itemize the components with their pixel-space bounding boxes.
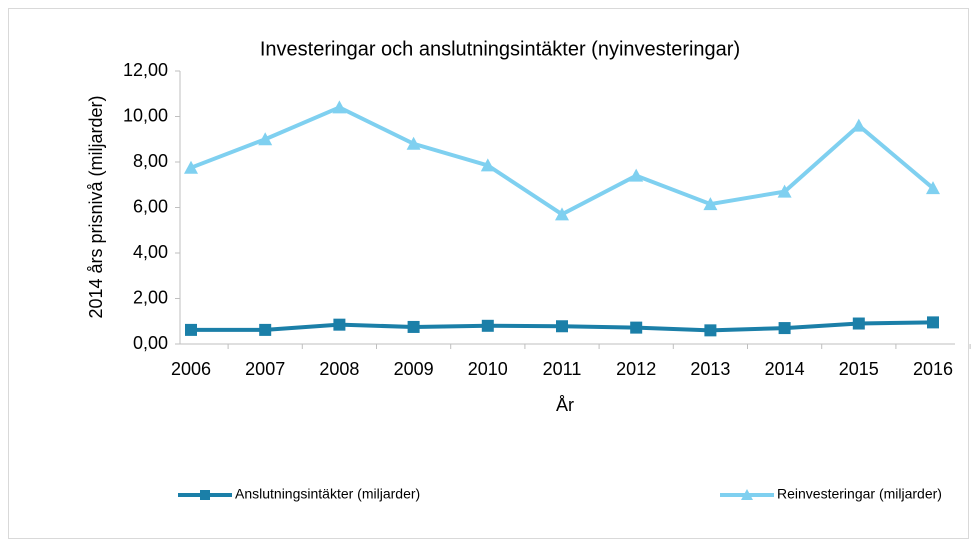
marker bbox=[407, 320, 420, 333]
marker bbox=[333, 318, 346, 331]
marker bbox=[480, 158, 495, 172]
marker bbox=[406, 136, 421, 150]
chart-title: Investeringar och anslutningsintäkter (n… bbox=[260, 38, 740, 60]
x-tick-label: 2009 bbox=[394, 359, 434, 379]
x-tick-label: 2007 bbox=[245, 359, 285, 379]
x-tick-label: 2013 bbox=[690, 359, 730, 379]
marker bbox=[259, 323, 272, 336]
marker bbox=[741, 489, 753, 500]
x-tick-label: 2014 bbox=[765, 359, 805, 379]
marker bbox=[704, 324, 717, 337]
marker bbox=[778, 322, 791, 335]
x-tick-label: 2016 bbox=[913, 359, 953, 379]
y-tick-label: 10,00 bbox=[123, 105, 168, 125]
y-tick-label: 6,00 bbox=[133, 196, 168, 216]
marker bbox=[258, 132, 273, 146]
marker bbox=[926, 181, 940, 195]
marker bbox=[200, 490, 210, 500]
marker bbox=[703, 197, 718, 211]
x-tick-label: 2006 bbox=[171, 359, 211, 379]
marker bbox=[630, 321, 643, 334]
y-axis-label: 2014 års prisnivå (miljarder) bbox=[86, 95, 106, 318]
legend-label: Anslutningsintäkter (miljarder) bbox=[235, 486, 420, 502]
marker bbox=[629, 168, 644, 182]
marker bbox=[852, 317, 865, 330]
marker bbox=[851, 118, 866, 132]
x-tick-label: 2011 bbox=[543, 359, 582, 379]
marker bbox=[927, 316, 939, 329]
y-tick-label: 12,00 bbox=[123, 60, 168, 80]
marker bbox=[555, 207, 569, 221]
x-tick-label: 2015 bbox=[839, 359, 879, 379]
x-tick-label: 2010 bbox=[468, 359, 508, 379]
marker bbox=[556, 320, 568, 333]
legend-label: Reinvesteringar (miljarder) bbox=[777, 486, 942, 502]
y-tick-label: 2,00 bbox=[133, 287, 168, 307]
chart-frame bbox=[8, 8, 969, 539]
marker bbox=[184, 160, 198, 174]
x-tick-label: 2008 bbox=[319, 359, 359, 379]
marker bbox=[332, 100, 347, 114]
marker bbox=[185, 323, 197, 336]
x-axis-label: År bbox=[556, 395, 574, 415]
marker bbox=[777, 184, 792, 198]
y-tick-label: 4,00 bbox=[133, 242, 168, 262]
y-tick-label: 0,00 bbox=[133, 333, 168, 353]
y-tick-label: 8,00 bbox=[133, 151, 168, 171]
x-tick-label: 2012 bbox=[616, 359, 656, 379]
marker bbox=[481, 319, 494, 332]
